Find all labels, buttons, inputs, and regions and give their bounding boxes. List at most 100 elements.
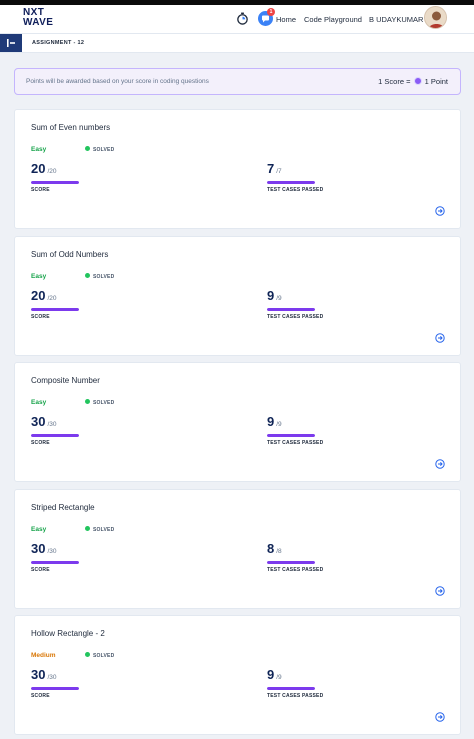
score-to-point-ratio: 1 Score = 1 Point	[378, 77, 448, 86]
score-max: /20	[47, 168, 57, 175]
tests-value: 9	[267, 667, 275, 682]
score-metric: 20/20 SCORE	[31, 162, 79, 193]
tests-metric: 8/8 TEST CASES PASSED	[267, 542, 323, 573]
tests-value: 9	[267, 414, 275, 429]
score-label: SCORE	[31, 567, 50, 573]
difficulty-label: Medium	[31, 652, 56, 659]
score-value: 30	[31, 541, 46, 556]
arrow-circle-right-icon[interactable]	[435, 206, 445, 216]
nav-code-playground[interactable]: Code Playground	[304, 15, 362, 24]
score-max: /30	[47, 421, 57, 428]
tests-progress-bar	[267, 181, 315, 184]
tests-progress-bar	[267, 434, 315, 437]
stopwatch-icon[interactable]	[236, 12, 249, 25]
tests-metric: 9/9 TEST CASES PASSED	[267, 289, 323, 320]
status-text: SOLVED	[93, 400, 115, 406]
status-badge: SOLVED	[85, 652, 114, 659]
status-text: SOLVED	[93, 653, 115, 659]
solved-dot-icon	[85, 273, 90, 278]
tests-label: TEST CASES PASSED	[267, 314, 324, 320]
avatar[interactable]	[424, 6, 447, 29]
tests-progress-bar	[267, 687, 315, 690]
nxtwave-logo[interactable]: NXT WAVE	[23, 8, 69, 32]
score-progress-bar	[31, 434, 79, 437]
tests-value: 9	[267, 288, 275, 303]
score-value: 30	[31, 414, 46, 429]
score-max: /30	[47, 548, 57, 555]
question-card[interactable]: Striped Rectangle Easy SOLVED 30/30 SCOR…	[14, 489, 461, 609]
tests-value: 7	[267, 161, 275, 176]
score-progress-bar	[31, 687, 79, 690]
score-ratio-label: 1 Score =	[378, 77, 411, 86]
tests-progress-fill	[267, 687, 315, 690]
arrow-circle-right-icon[interactable]	[435, 459, 445, 469]
arrow-circle-right-icon[interactable]	[435, 712, 445, 722]
status-text: SOLVED	[93, 527, 115, 533]
score-progress-fill	[31, 181, 79, 184]
notice-text: Points will be awarded based on your sco…	[26, 78, 209, 85]
tests-progress-fill	[267, 561, 315, 564]
score-label: SCORE	[31, 440, 50, 446]
chat-button[interactable]: 1	[258, 8, 275, 26]
score-progress-bar	[31, 308, 79, 311]
score-progress-fill	[31, 434, 79, 437]
solved-dot-icon	[85, 526, 90, 531]
sidebar-toggle-button[interactable]	[0, 34, 22, 52]
score-metric: 30/30 SCORE	[31, 415, 79, 446]
arrow-circle-right-icon[interactable]	[435, 333, 445, 343]
top-strip	[0, 0, 474, 5]
solved-dot-icon	[85, 399, 90, 404]
question-title: Hollow Rectangle - 2	[31, 629, 105, 638]
tests-label: TEST CASES PASSED	[267, 567, 324, 573]
tests-metric: 9/9 TEST CASES PASSED	[267, 668, 323, 699]
score-progress-bar	[31, 181, 79, 184]
tests-progress-fill	[267, 434, 315, 437]
logo-line-1: NXT	[23, 7, 45, 18]
score-metric: 30/30 SCORE	[31, 542, 79, 573]
difficulty-label: Easy	[31, 146, 47, 153]
difficulty-label: Easy	[31, 273, 47, 280]
status-text: SOLVED	[93, 147, 115, 153]
tests-progress-fill	[267, 308, 315, 311]
tests-progress-bar	[267, 308, 315, 311]
point-label: 1 Point	[424, 77, 448, 86]
tests-max: /7	[276, 168, 282, 175]
tests-value: 8	[267, 541, 275, 556]
top-header: NXT WAVE 1 Home Code Playground B UDAYKU…	[0, 5, 474, 34]
tests-max: /8	[276, 548, 282, 555]
assignment-title: ASSIGNMENT - 12	[32, 40, 85, 46]
question-card[interactable]: Sum of Even numbers Easy SOLVED 20/20 SC…	[14, 109, 461, 229]
score-metric: 20/20 SCORE	[31, 289, 79, 320]
score-value: 30	[31, 667, 46, 682]
tests-progress-bar	[267, 561, 315, 564]
arrow-circle-right-icon[interactable]	[435, 586, 445, 596]
tests-label: TEST CASES PASSED	[267, 693, 324, 699]
tests-label: TEST CASES PASSED	[267, 187, 324, 193]
points-notice: Points will be awarded based on your sco…	[14, 68, 461, 95]
sidebar-toggle-icon	[7, 39, 15, 47]
status-badge: SOLVED	[85, 146, 114, 153]
user-name[interactable]: B UDAYKUMAR	[369, 15, 424, 24]
score-metric: 30/30 SCORE	[31, 668, 79, 699]
tests-max: /9	[276, 421, 282, 428]
question-card[interactable]: Hollow Rectangle - 2 Medium SOLVED 30/30…	[14, 615, 461, 735]
nav-home[interactable]: Home	[276, 15, 297, 24]
question-card[interactable]: Sum of Odd Numbers Easy SOLVED 20/20 SCO…	[14, 236, 461, 356]
score-progress-bar	[31, 561, 79, 564]
score-progress-fill	[31, 561, 79, 564]
status-badge: SOLVED	[85, 399, 114, 406]
score-progress-fill	[31, 308, 79, 311]
score-label: SCORE	[31, 314, 50, 320]
score-max: /20	[47, 295, 57, 302]
score-value: 20	[31, 288, 46, 303]
status-badge: SOLVED	[85, 526, 114, 533]
tests-max: /9	[276, 295, 282, 302]
score-max: /30	[47, 674, 57, 681]
tests-label: TEST CASES PASSED	[267, 440, 324, 446]
question-card[interactable]: Composite Number Easy SOLVED 30/30 SCORE…	[14, 362, 461, 482]
solved-dot-icon	[85, 652, 90, 657]
question-title: Striped Rectangle	[31, 503, 95, 512]
question-title: Sum of Even numbers	[31, 123, 111, 132]
solved-dot-icon	[85, 146, 90, 151]
difficulty-label: Easy	[31, 526, 47, 533]
